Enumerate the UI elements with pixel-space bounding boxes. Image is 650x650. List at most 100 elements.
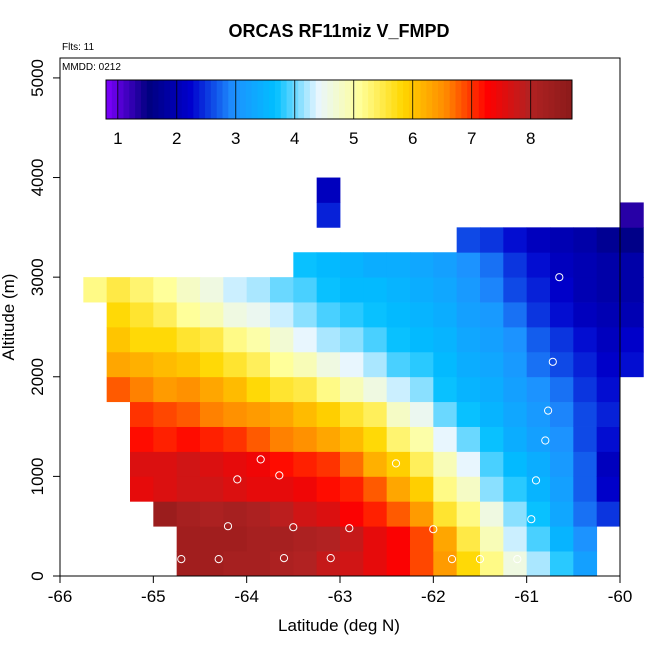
heatmap-cell [503, 476, 528, 502]
data-point [447, 555, 457, 564]
heatmap-cell [153, 351, 178, 378]
heatmap-cell [620, 351, 644, 378]
heatmap-cell [480, 551, 504, 577]
heatmap-cell [316, 302, 341, 328]
heatmap-cell [270, 302, 294, 328]
colorbar-segment [216, 80, 224, 119]
colorbar-segment [385, 80, 392, 119]
heatmap-cell [526, 326, 551, 353]
heatmap-cell [550, 326, 574, 353]
heatmap-cell [480, 401, 504, 427]
heatmap-cell [573, 426, 598, 452]
heatmap-cell [340, 401, 364, 427]
colorbar-tick-label: 8 [526, 129, 535, 148]
data-point [391, 459, 401, 468]
heatmap-cell [153, 401, 178, 427]
heatmap-cell [480, 252, 504, 278]
heatmap-cell [526, 501, 551, 527]
heatmap-cell [176, 351, 201, 378]
heatmap-cell [246, 451, 271, 477]
colorbar-segment [554, 80, 561, 119]
heatmap-cell [480, 426, 504, 452]
heatmap-cell [456, 451, 481, 477]
heatmap-cell [433, 277, 458, 303]
colorbar-segment [472, 80, 480, 119]
heatmap-cell [480, 326, 504, 353]
colorbar-segment [135, 80, 142, 119]
heatmap-cell [176, 302, 201, 328]
y-tick-label: 4000 [28, 159, 47, 197]
data-point [214, 555, 223, 564]
heatmap-cell [106, 277, 131, 303]
colorbar-segment [251, 80, 258, 119]
heatmap-cell [200, 551, 224, 577]
colorbar-segment [257, 80, 264, 119]
heatmap-cell [386, 551, 411, 577]
heatmap-cell [573, 376, 598, 403]
heatmap-cell [456, 376, 481, 403]
heatmap-cell [200, 376, 224, 403]
colorbar-segment [443, 80, 451, 119]
heatmap-cell [293, 302, 318, 328]
heatmap-cell [433, 401, 458, 427]
heatmap-cell [386, 277, 411, 303]
colorbar-segment [484, 80, 491, 119]
heatmap-cell [526, 227, 551, 253]
colorbar-segment [292, 80, 299, 119]
heatmap-cell [503, 551, 528, 577]
colorbar-tick-label: 2 [172, 129, 181, 148]
heatmap-cell [340, 476, 364, 502]
colorbar-frame [105, 79, 573, 120]
heatmap-cell [176, 376, 201, 403]
heatmap-cell [223, 526, 248, 552]
colorbar-segment [438, 80, 445, 119]
colorbar-segment [403, 80, 410, 119]
heatmap-cell [153, 501, 178, 527]
heatmap-cell [246, 302, 271, 328]
colorbar-segment [245, 80, 253, 119]
heatmap-cell [480, 277, 504, 303]
data-point [326, 554, 335, 563]
heatmap-cell [410, 326, 434, 353]
heatmap-cell [130, 401, 154, 427]
heatmap-cell [550, 376, 574, 403]
colorbar-segment [309, 80, 317, 119]
heatmap-cell [363, 302, 388, 328]
heatmap-cell [573, 551, 598, 577]
heatmap-cell [200, 351, 224, 378]
heatmap-cell [223, 551, 248, 577]
data-point [116, 477, 125, 486]
heatmap-cell [200, 277, 224, 303]
heatmap-cell [433, 351, 458, 378]
heatmap-cell [596, 376, 621, 403]
heatmap-cell [620, 277, 644, 303]
heatmap-cell [503, 501, 528, 527]
colorbar-segment [397, 80, 404, 119]
heatmap-cell [363, 476, 388, 502]
heatmap-cell [526, 351, 551, 378]
colorbar-segment [566, 80, 573, 119]
heatmap-cell [106, 326, 131, 353]
heatmap-cell [433, 302, 458, 328]
heatmap-cell [550, 277, 574, 303]
y-tick-label: 1000 [28, 457, 47, 495]
colorbar-segment [327, 80, 334, 119]
data-point [531, 476, 541, 485]
colorbar-segment [269, 80, 276, 119]
heatmap-cell [130, 476, 154, 502]
heatmap-cell [316, 476, 341, 502]
heatmap-cell [246, 351, 271, 378]
heatmap-cell [340, 501, 364, 527]
data-point [177, 555, 186, 564]
colorbar-segment [426, 80, 433, 119]
heatmap-cell [363, 351, 388, 378]
heatmap-cell [340, 252, 364, 278]
heatmap-cell [410, 401, 434, 427]
heatmap-cell [573, 476, 598, 502]
heatmap-cell [340, 551, 364, 577]
heatmap-cell [293, 451, 318, 477]
heatmap-cell [596, 302, 621, 328]
colorbar-segment [461, 80, 468, 119]
heatmap-cell [410, 451, 434, 477]
